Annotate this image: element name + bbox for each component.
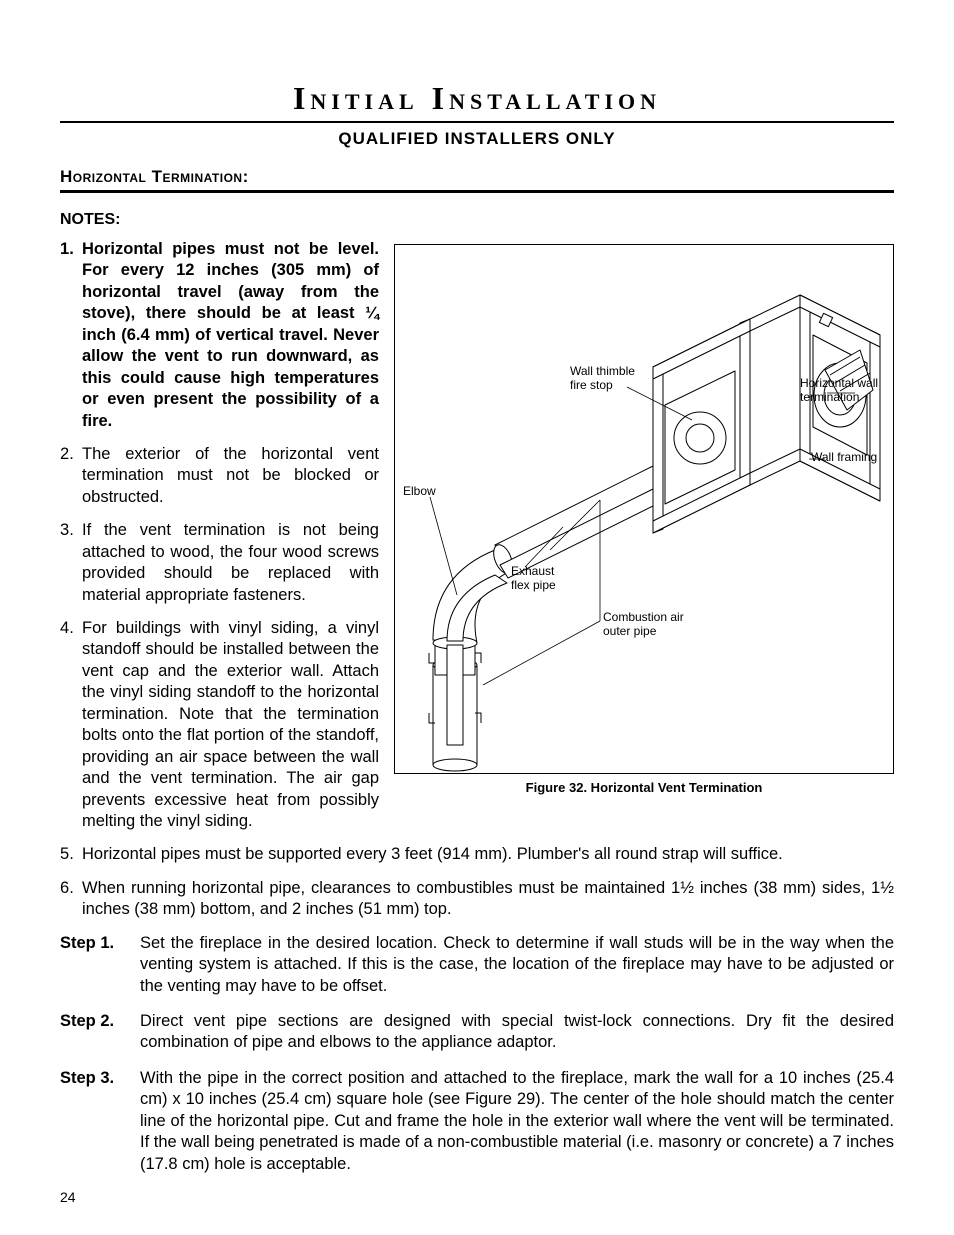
- note-item: When running horizontal pipe, clearances…: [60, 878, 894, 921]
- step-label: Step 1.: [60, 933, 130, 997]
- page-number: 24: [60, 1189, 76, 1205]
- steps-list: Step 1. Set the fireplace in the desired…: [60, 933, 894, 1175]
- step-text: With the pipe in the correct position an…: [140, 1068, 894, 1175]
- step-item: Step 3. With the pipe in the correct pos…: [60, 1068, 894, 1175]
- page-subtitle: qualified installers only: [60, 129, 894, 149]
- note-item: Horizontal pipes must not be level. For …: [60, 239, 894, 432]
- step-item: Step 2. Direct vent pipe sections are de…: [60, 1011, 894, 1054]
- step-text: Direct vent pipe sections are designed w…: [140, 1011, 894, 1054]
- page-title: Initial Installation: [60, 80, 894, 123]
- note-item: Horizontal pipes must be supported every…: [60, 844, 894, 865]
- note-item: The exterior of the horizontal vent term…: [60, 444, 894, 508]
- step-label: Step 2.: [60, 1011, 130, 1054]
- notes-label: NOTES:: [60, 211, 894, 229]
- note-item: For buildings with vinyl siding, a vinyl…: [60, 618, 894, 832]
- step-label: Step 3.: [60, 1068, 130, 1175]
- content-area: Wall thimblefire stop Horizontal wallter…: [60, 239, 894, 1189]
- step-text: Set the fireplace in the desired locatio…: [140, 933, 894, 997]
- step-item: Step 1. Set the fireplace in the desired…: [60, 933, 894, 997]
- section-header: Horizontal Termination:: [60, 167, 894, 193]
- notes-list: Horizontal pipes must not be level. For …: [60, 239, 894, 921]
- note-item: If the vent termination is not being att…: [60, 520, 894, 606]
